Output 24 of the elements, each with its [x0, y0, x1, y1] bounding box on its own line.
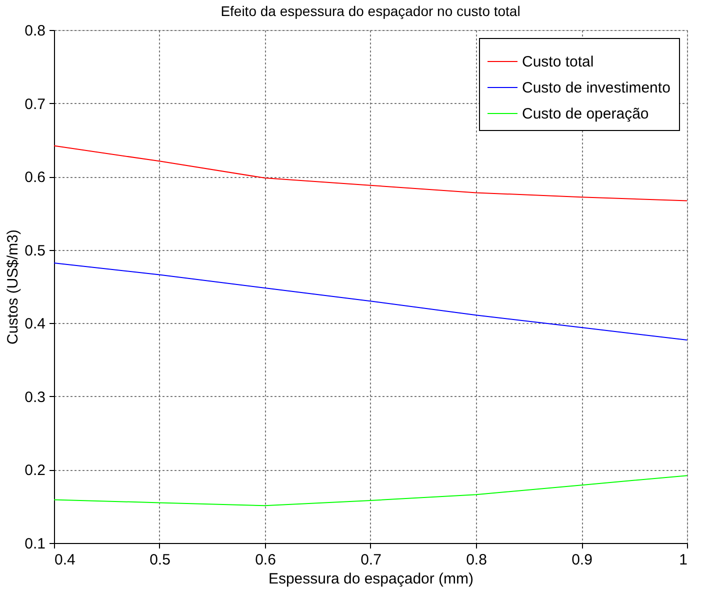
y-tick-label: 0.3 [24, 388, 46, 406]
x-tick-label: 0.4 [54, 552, 76, 568]
x-tick-label: 1 [679, 552, 688, 568]
y-axis-title: Custos (US$/m3) [4, 229, 22, 345]
line-series [54, 262, 688, 340]
x-tick-label: 0.8 [466, 552, 487, 568]
x-tick-label: 0.7 [360, 552, 382, 568]
y-tick-label: 0.4 [24, 316, 46, 333]
legend-label: Custo de investimento [522, 80, 670, 96]
x-tick-label: 0.6 [255, 552, 276, 568]
line-series [54, 475, 688, 506]
x-axis-title: Espessura do espaçador (mm) [268, 570, 474, 588]
x-tick-label: 0.5 [150, 552, 170, 568]
chart-title: Efeito da espessura do espaçador no custo total [220, 3, 520, 19]
line-series [54, 145, 688, 202]
y-tick-label: 0.2 [24, 462, 46, 480]
legend-label: Custo total [522, 54, 594, 70]
y-tick-label: 0.1 [24, 536, 46, 552]
x-tick-label: 0.9 [572, 552, 592, 568]
legend-label: Custo de operação [522, 106, 649, 122]
y-tick-label: 0.6 [24, 169, 46, 186]
y-tick-label: 0.7 [24, 96, 46, 113]
y-tick-label: 0.5 [24, 242, 46, 260]
y-tick-label: 0.8 [24, 22, 46, 40]
